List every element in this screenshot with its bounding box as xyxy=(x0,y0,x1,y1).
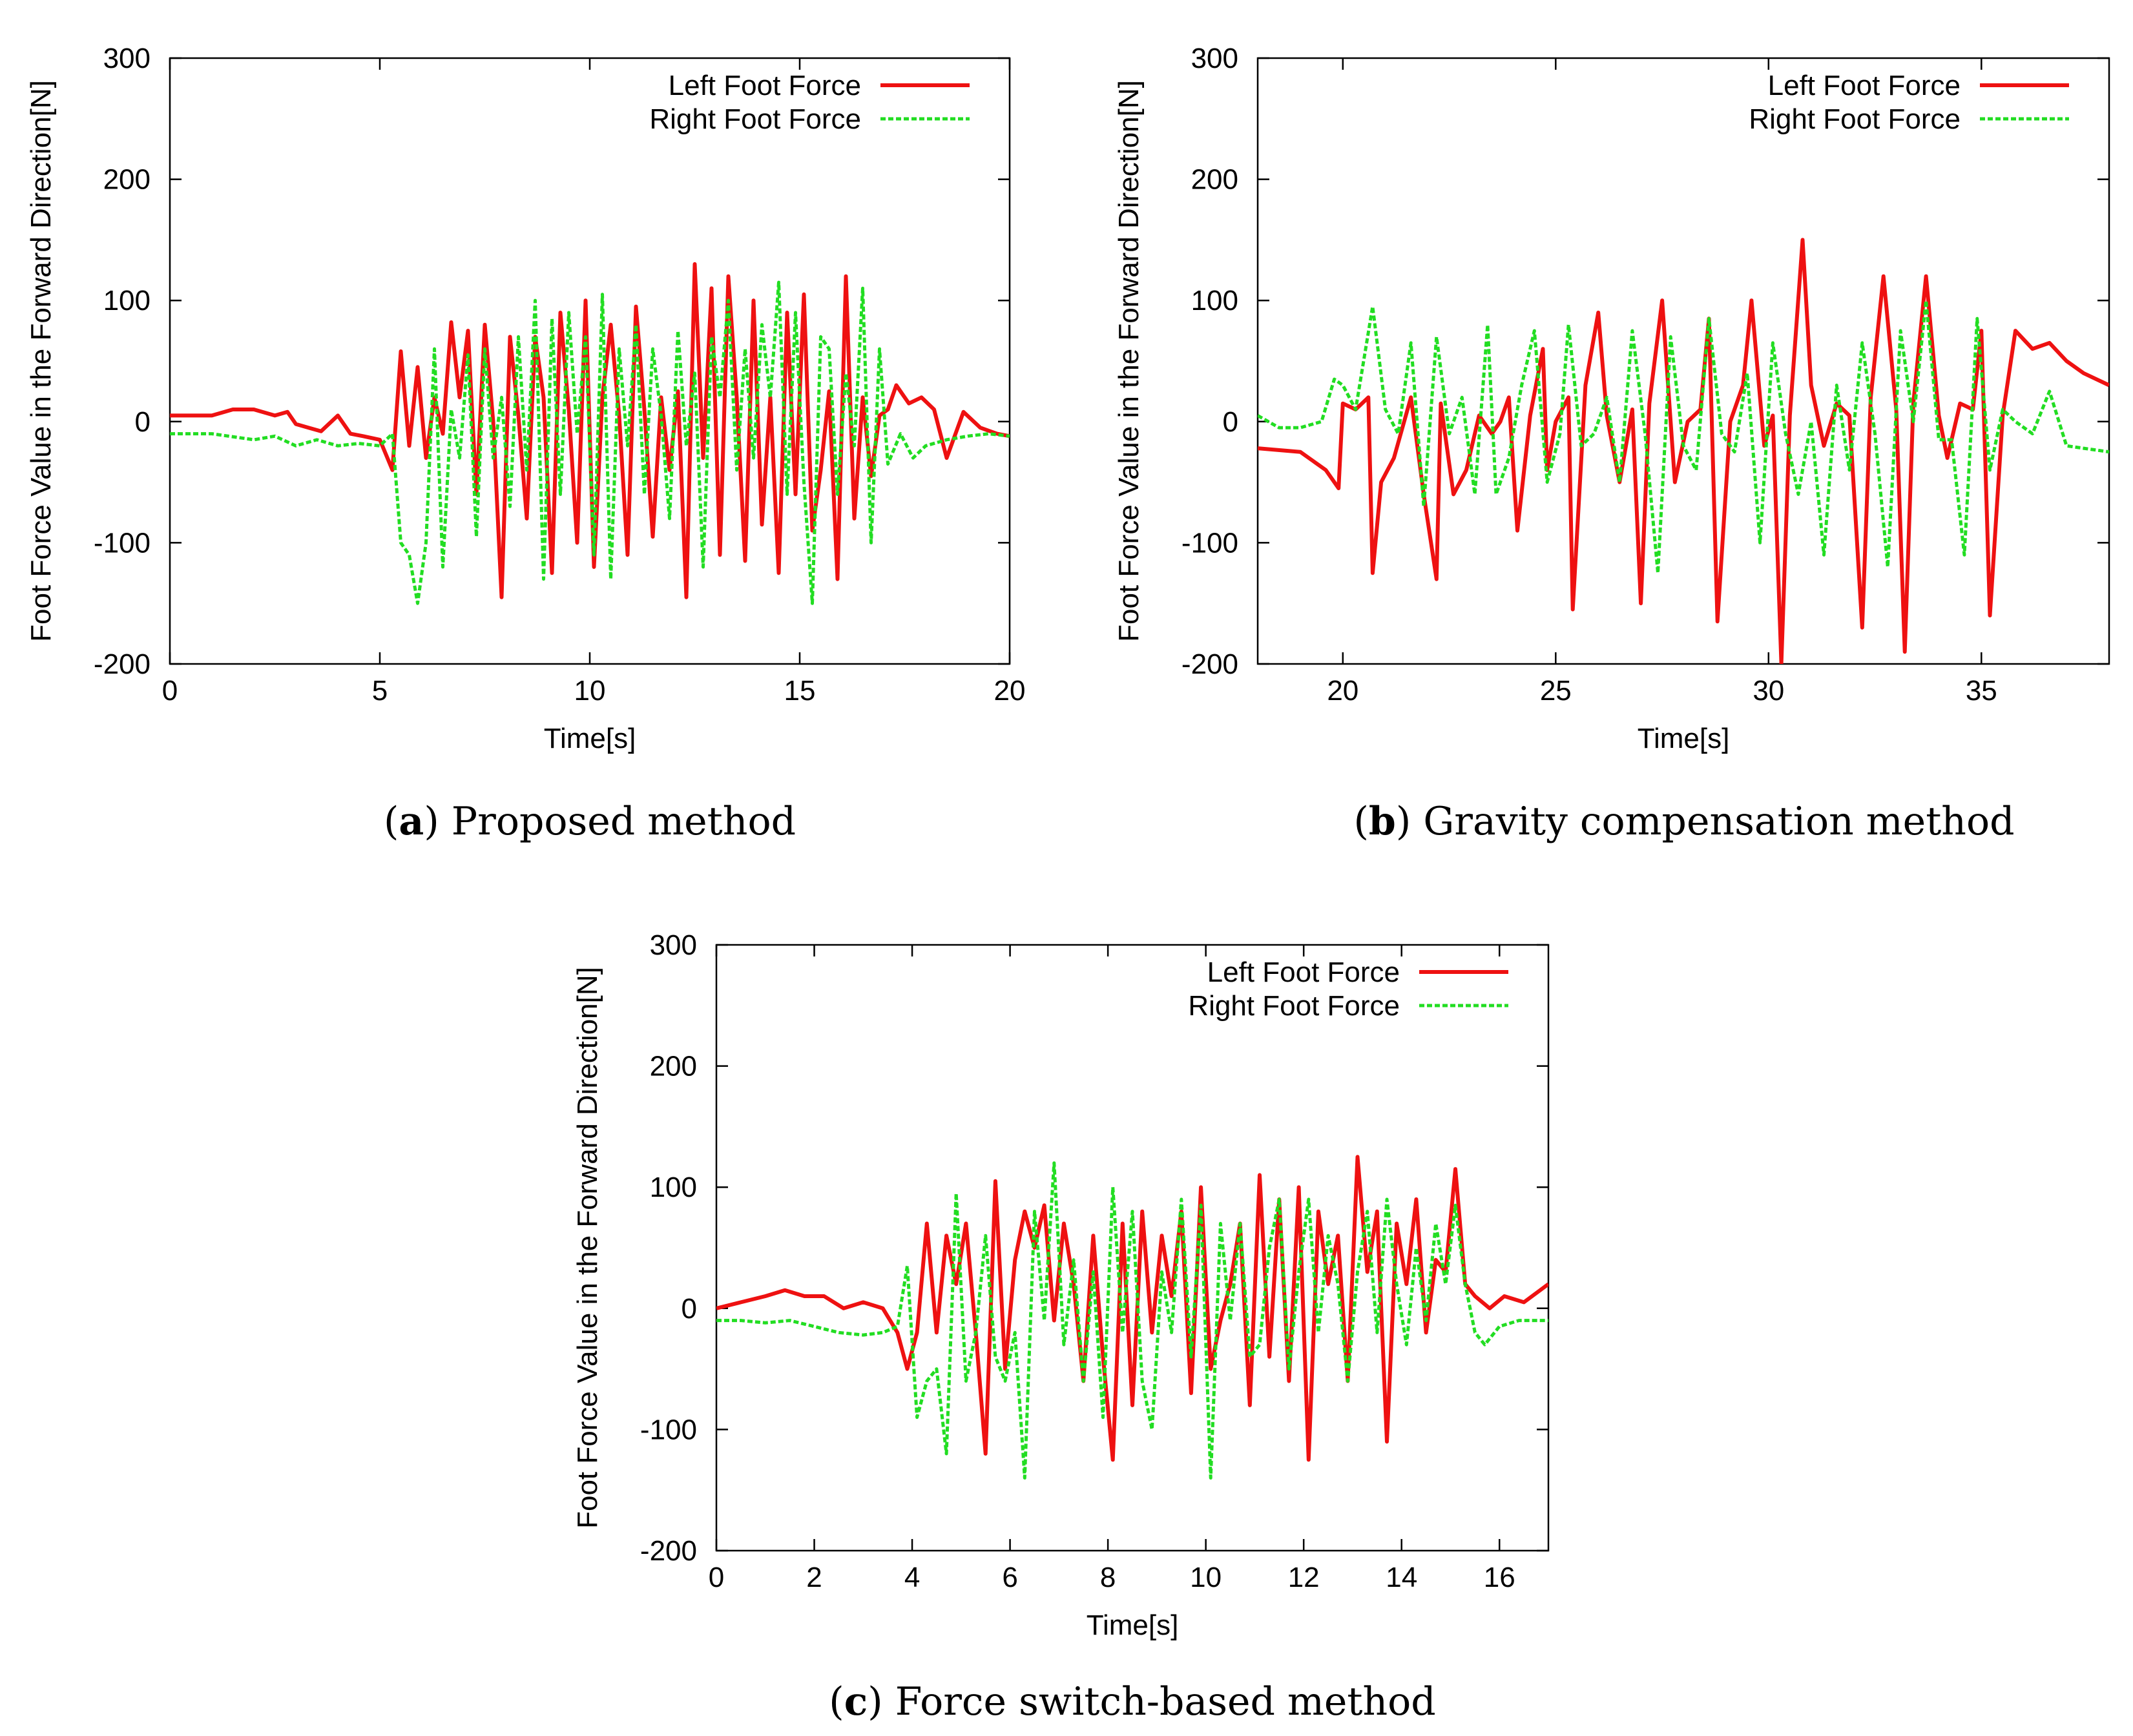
y-tick-label: -200 xyxy=(1181,648,1238,680)
caption-letter: a xyxy=(399,799,424,844)
caption-title: Force switch-based method xyxy=(895,1679,1436,1724)
x-tick-label: 12 xyxy=(1288,1562,1320,1593)
panel-caption: (b) Gravity compensation method xyxy=(1354,799,2015,844)
legend-label: Right Foot Force xyxy=(1749,103,1961,135)
x-tick-label: 10 xyxy=(574,675,606,707)
x-tick-label: 10 xyxy=(1190,1562,1222,1593)
panel-b: -200 -100 0 100 200 300 20 25 30 35 Time[s] Foot Fo… xyxy=(1113,43,2110,844)
y-tick-label: 300 xyxy=(103,43,151,74)
x-tick-label: 6 xyxy=(1002,1562,1017,1593)
x-tick-label: 2 xyxy=(806,1562,822,1593)
y-tick-label: 100 xyxy=(1191,285,1238,316)
y-tick-label: 100 xyxy=(650,1172,697,1203)
y-tick-label: -100 xyxy=(1181,527,1238,559)
x-axis-label: Time[s] xyxy=(544,723,636,754)
panel-a: -200 -100 0 100 200 300 0 5 10 15 20 Time[s] Foot Fo… xyxy=(25,43,1025,844)
series-line-left-foot xyxy=(716,1155,1548,1462)
caption-letter: b xyxy=(1369,799,1396,844)
y-tick-label: -100 xyxy=(94,527,151,559)
y-tick-label: -200 xyxy=(94,648,151,680)
x-tick-label: 15 xyxy=(784,675,816,707)
series-line-right-foot xyxy=(1258,298,2109,575)
series-line-right-foot xyxy=(716,1161,1548,1480)
y-axis-label: Foot Force Value in the Forward Directio… xyxy=(25,80,57,642)
y-tick-label: -200 xyxy=(640,1535,697,1567)
caption-title: Proposed method xyxy=(452,799,796,844)
x-tick-label: 16 xyxy=(1484,1562,1515,1593)
x-tick-label: 20 xyxy=(994,675,1026,707)
plot-frame xyxy=(1256,57,2110,665)
y-tick-label: 200 xyxy=(650,1051,697,1082)
legend-label: Right Foot Force xyxy=(1188,990,1400,1022)
x-axis-label: Time[s] xyxy=(1087,1609,1179,1641)
y-tick-label: 100 xyxy=(103,285,151,316)
x-tick-label: 4 xyxy=(904,1562,920,1593)
x-tick-label: 8 xyxy=(1100,1562,1116,1593)
panel-caption: (c) Force switch-based method xyxy=(829,1679,1435,1724)
y-tick-label: -100 xyxy=(640,1414,697,1445)
legend-label: Left Foot Force xyxy=(669,70,861,101)
caption-title: Gravity compensation method xyxy=(1423,799,2014,844)
y-tick-label: 0 xyxy=(682,1293,697,1325)
series-line-left-foot xyxy=(1258,238,2109,664)
y-tick-label: 200 xyxy=(103,164,151,196)
x-tick-label: 0 xyxy=(709,1562,724,1593)
x-tick-label: 20 xyxy=(1327,675,1358,707)
panel-c: -200 -100 0 100 200 300 0 2 4 6 8 10 12 14 16 Time[s] Fo… xyxy=(572,929,1550,1724)
y-axis-label: Foot Force Value in the Forward Directio… xyxy=(572,967,603,1529)
legend-label: Left Foot Force xyxy=(1207,956,1400,988)
y-tick-label: 300 xyxy=(650,929,697,961)
y-tick-label: 0 xyxy=(135,406,151,438)
series-line-right-foot xyxy=(170,280,1010,605)
caption-letter: c xyxy=(844,1679,868,1724)
x-axis-label: Time[s] xyxy=(1638,723,1730,754)
y-tick-label: 300 xyxy=(1191,43,1238,74)
x-tick-label: 0 xyxy=(162,675,178,707)
y-tick-label: 0 xyxy=(1223,406,1238,438)
legend-label: Right Foot Force xyxy=(649,103,861,135)
x-tick-label: 14 xyxy=(1386,1562,1417,1593)
x-tick-label: 5 xyxy=(372,675,388,707)
x-tick-label: 35 xyxy=(1966,675,1997,707)
plot-frame xyxy=(715,944,1550,1552)
y-axis-label: Foot Force Value in the Forward Directio… xyxy=(1113,80,1145,642)
y-tick-label: 200 xyxy=(1191,164,1238,196)
x-tick-label: 25 xyxy=(1540,675,1572,707)
panel-caption: (a) Proposed method xyxy=(384,799,796,844)
plot-frame xyxy=(169,57,1011,665)
legend-label: Left Foot Force xyxy=(1768,70,1961,101)
x-tick-label: 30 xyxy=(1753,675,1784,707)
